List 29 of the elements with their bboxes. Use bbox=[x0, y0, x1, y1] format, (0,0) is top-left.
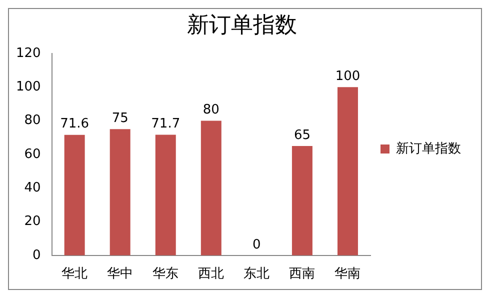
x-tick-label: 华东 bbox=[152, 266, 179, 282]
data-label: 100 bbox=[335, 68, 360, 84]
chart-title: 新订单指数 bbox=[187, 12, 297, 38]
x-tick-label: 西北 bbox=[198, 266, 224, 282]
bar bbox=[292, 146, 312, 256]
data-label: 80 bbox=[202, 102, 220, 118]
bar bbox=[155, 134, 176, 256]
bar bbox=[337, 87, 358, 256]
y-tick-label: 60 bbox=[24, 146, 41, 162]
data-label: 0 bbox=[252, 237, 261, 252]
y-tick-label: 80 bbox=[24, 113, 41, 128]
x-tick-label: 华南 bbox=[334, 266, 361, 282]
y-tick-label: 20 bbox=[24, 214, 41, 230]
data-label: 71.6 bbox=[60, 116, 90, 132]
data-label: 65 bbox=[294, 128, 310, 143]
x-tick-label: 西南 bbox=[289, 266, 316, 282]
bar bbox=[64, 134, 85, 256]
y-tick-label: 40 bbox=[24, 180, 41, 196]
y-tick-label: 100 bbox=[16, 79, 41, 94]
y-tick-label: 0 bbox=[32, 248, 41, 263]
bar bbox=[110, 129, 130, 256]
data-label: 71.7 bbox=[151, 116, 180, 132]
x-tick-label: 华中 bbox=[107, 266, 134, 282]
y-tick-label: 120 bbox=[16, 46, 41, 61]
legend-label: 新订单指数 bbox=[396, 141, 461, 156]
x-tick-label: 东北 bbox=[244, 266, 270, 282]
x-tick-label: 华北 bbox=[62, 266, 88, 282]
bar bbox=[200, 120, 222, 256]
data-label: 75 bbox=[112, 111, 128, 126]
